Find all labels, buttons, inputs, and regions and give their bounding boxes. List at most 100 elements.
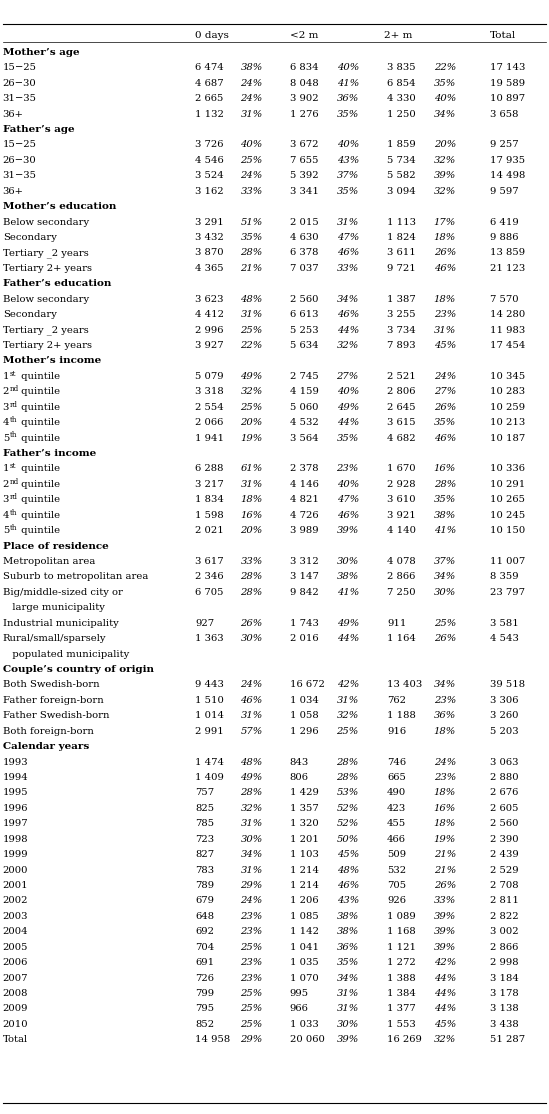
Text: 7 655: 7 655: [290, 156, 318, 165]
Text: 509: 509: [387, 850, 406, 859]
Text: 31%: 31%: [240, 820, 263, 829]
Text: 2 645: 2 645: [387, 403, 416, 412]
Text: 1998: 1998: [3, 834, 29, 843]
Text: 39%: 39%: [434, 912, 456, 921]
Text: 31%: 31%: [240, 109, 263, 118]
Text: 1 553: 1 553: [387, 1020, 416, 1029]
Text: 806: 806: [290, 773, 309, 782]
Text: 490: 490: [387, 789, 406, 798]
Text: 49%: 49%: [240, 372, 263, 381]
Text: 9 842: 9 842: [290, 588, 318, 597]
Text: 4 330: 4 330: [387, 95, 416, 104]
Text: 16%: 16%: [434, 804, 456, 813]
Text: 39 518: 39 518: [490, 681, 525, 690]
Text: 4 078: 4 078: [387, 557, 416, 566]
Text: 10 345: 10 345: [490, 372, 525, 381]
Text: 1 214: 1 214: [290, 881, 319, 890]
Text: 46%: 46%: [337, 310, 359, 320]
Text: 35%: 35%: [434, 79, 456, 88]
Text: 1: 1: [3, 372, 9, 381]
Text: 51%: 51%: [240, 217, 263, 226]
Text: 11 983: 11 983: [490, 325, 525, 334]
Text: 10 897: 10 897: [490, 95, 525, 104]
Text: 7 570: 7 570: [490, 295, 519, 304]
Text: 3 260: 3 260: [490, 712, 519, 721]
Text: 36%: 36%: [434, 712, 456, 721]
Text: 6 854: 6 854: [387, 79, 416, 88]
Text: 1 103: 1 103: [290, 850, 319, 859]
Text: 1 429: 1 429: [290, 789, 319, 798]
Text: 5 582: 5 582: [387, 172, 416, 180]
Text: 3 734: 3 734: [387, 325, 416, 334]
Text: Secondary: Secondary: [3, 233, 57, 242]
Text: 2 378: 2 378: [290, 465, 318, 473]
Text: Mother’s age: Mother’s age: [3, 48, 80, 57]
Text: 1 142: 1 142: [290, 927, 319, 937]
Text: 1 089: 1 089: [387, 912, 416, 921]
Text: 4 159: 4 159: [290, 388, 319, 397]
Text: 45%: 45%: [337, 850, 359, 859]
Text: 25%: 25%: [240, 325, 263, 334]
Text: 1 296: 1 296: [290, 726, 318, 735]
Text: 31%: 31%: [337, 1005, 359, 1014]
Text: 31%: 31%: [337, 989, 359, 998]
Text: 648: 648: [195, 912, 214, 921]
Text: 3 615: 3 615: [387, 418, 416, 427]
Text: 2001: 2001: [3, 881, 29, 890]
Text: 24%: 24%: [434, 372, 456, 381]
Text: 26−30: 26−30: [3, 79, 36, 88]
Text: 28%: 28%: [240, 588, 263, 597]
Text: 746: 746: [387, 758, 406, 766]
Text: 10 150: 10 150: [490, 526, 525, 535]
Text: 35%: 35%: [240, 233, 263, 242]
Text: 18%: 18%: [434, 789, 456, 798]
Text: 36%: 36%: [337, 942, 359, 951]
Text: 24%: 24%: [240, 681, 263, 690]
Text: 34%: 34%: [434, 573, 456, 582]
Text: 1 941: 1 941: [195, 433, 224, 442]
Text: 43%: 43%: [337, 156, 359, 165]
Text: 34%: 34%: [434, 681, 456, 690]
Text: quintile: quintile: [18, 526, 60, 535]
Text: 46%: 46%: [337, 881, 359, 890]
Text: 3 312: 3 312: [290, 557, 318, 566]
Text: 27%: 27%: [434, 388, 456, 397]
Text: rd: rd: [9, 494, 18, 501]
Text: 3 835: 3 835: [387, 63, 416, 72]
Text: 1 859: 1 859: [387, 140, 416, 149]
Text: 18%: 18%: [240, 496, 263, 505]
Text: Father’s income: Father’s income: [3, 449, 96, 458]
Text: 723: 723: [195, 834, 214, 843]
Text: 2010: 2010: [3, 1020, 29, 1029]
Text: 13 859: 13 859: [490, 248, 525, 257]
Text: 15−25: 15−25: [3, 63, 37, 72]
Text: 31−35: 31−35: [3, 95, 37, 104]
Text: 1 188: 1 188: [387, 712, 416, 721]
Text: 4 146: 4 146: [290, 480, 319, 489]
Text: 34%: 34%: [337, 974, 359, 983]
Text: 3 432: 3 432: [195, 233, 223, 242]
Text: 1 168: 1 168: [387, 927, 416, 937]
Text: 21%: 21%: [240, 264, 263, 273]
Text: 20%: 20%: [434, 140, 456, 149]
Text: Below secondary: Below secondary: [3, 217, 89, 226]
Text: 2004: 2004: [3, 927, 29, 937]
Text: 3 623: 3 623: [195, 295, 223, 304]
Text: 21%: 21%: [434, 866, 456, 874]
Text: Industrial municipality: Industrial municipality: [3, 618, 119, 628]
Text: 10 213: 10 213: [490, 418, 525, 427]
Text: Place of residence: Place of residence: [3, 541, 109, 550]
Text: 25%: 25%: [240, 1005, 263, 1014]
Text: 31%: 31%: [240, 866, 263, 874]
Text: 1 824: 1 824: [387, 233, 416, 242]
Text: 852: 852: [195, 1020, 214, 1029]
Text: 34%: 34%: [337, 295, 359, 304]
Text: 46%: 46%: [240, 696, 263, 705]
Text: 20%: 20%: [240, 526, 263, 535]
Text: 10 245: 10 245: [490, 511, 525, 520]
Text: Metropolitan area: Metropolitan area: [3, 557, 95, 566]
Text: 795: 795: [195, 1005, 214, 1014]
Text: 22%: 22%: [434, 63, 456, 72]
Text: nd: nd: [9, 478, 19, 486]
Text: Both foreign-born: Both foreign-born: [3, 726, 94, 735]
